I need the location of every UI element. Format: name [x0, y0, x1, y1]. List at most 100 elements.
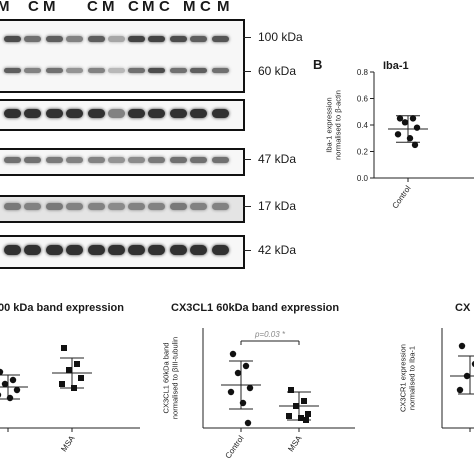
blot-band [88, 157, 105, 163]
blot-band [46, 245, 63, 255]
data-point [240, 400, 246, 406]
data-point [303, 417, 309, 423]
data-point [293, 403, 299, 409]
y-axis-label: CX3CR1 expressionnormalised to Iba-1 [399, 344, 417, 412]
blot-band [108, 203, 125, 210]
lane-label: C [159, 0, 170, 15]
blot-band [66, 109, 83, 118]
significance-label: p=0.03 * [254, 330, 286, 339]
data-point [0, 369, 3, 375]
chart-panel-mid: CX3CL1 60kDa bandnormalised to βIII-tubu… [155, 310, 355, 474]
data-point [459, 343, 465, 349]
blot-band [170, 109, 187, 118]
x-tick-label: MSA [59, 433, 77, 453]
blot-band [148, 203, 165, 210]
chart-panel-left: MSA [0, 310, 150, 474]
data-point [7, 395, 13, 401]
data-point [457, 387, 463, 393]
data-point [61, 345, 67, 351]
blot-band [190, 36, 207, 42]
blot-band [108, 109, 125, 118]
blot-band [212, 109, 229, 118]
mw-tick [243, 71, 251, 72]
y-axis-label: CX3CL1 60kDa bandnormalised to βIII-tubu… [162, 337, 180, 419]
lane-label: M [217, 0, 230, 15]
data-point [464, 373, 470, 379]
blot-band [24, 245, 41, 255]
blot-band [108, 245, 125, 255]
mw-label-17: 17 kDa [258, 199, 296, 213]
data-point [410, 115, 416, 121]
lane-label: C [200, 0, 211, 15]
data-point [245, 420, 251, 426]
data-point [71, 385, 77, 391]
blot-band [212, 157, 229, 163]
blot-band [128, 109, 145, 118]
blot-band [190, 68, 207, 73]
blot-band [46, 157, 63, 163]
blot-band [128, 157, 145, 163]
data-point [402, 119, 408, 125]
blot-band [170, 203, 187, 210]
data-point [395, 131, 401, 137]
blot-band [4, 109, 21, 118]
blot-band [66, 68, 83, 73]
y-tick-label: 0.8 [357, 68, 369, 77]
blot-strip-cx3cl1 [0, 19, 245, 93]
mw-tick [243, 250, 251, 251]
mw-label-42: 42 kDa [258, 243, 296, 257]
blot-band [46, 68, 63, 73]
blot-band [170, 68, 187, 73]
mw-label-100: 100 kDa [258, 30, 303, 44]
lane-label: M [142, 0, 155, 15]
chart-panel-b: 0.0 0.2 0.4 0.6 0.8 Iba-1 expressionnormalise… [310, 60, 474, 250]
data-point [407, 135, 413, 141]
blot-band [24, 109, 41, 118]
blot-band [4, 157, 21, 163]
blot-band [4, 203, 21, 210]
data-point [66, 367, 72, 373]
lane-labels: M C M C M C M C M C M [0, 0, 250, 16]
data-point [0, 392, 1, 398]
data-point [243, 363, 249, 369]
data-point [301, 398, 307, 404]
blot-band [212, 68, 229, 73]
blot-band [212, 203, 229, 210]
data-point [414, 124, 420, 130]
data-point [247, 385, 253, 391]
chart-panel-right: CX3CR1 expressionnormalised to Iba-1 [370, 310, 474, 474]
blot-band [66, 36, 83, 42]
blot-strip-42kda [0, 235, 245, 269]
blot-band [148, 109, 165, 118]
blot-band [190, 245, 207, 255]
data-point [235, 370, 241, 376]
data-point [288, 387, 294, 393]
data-point [228, 389, 234, 395]
blot-band [46, 36, 63, 42]
data-point [305, 411, 311, 417]
mw-label-47: 47 kDa [258, 152, 296, 166]
blot-band [88, 245, 105, 255]
y-tick-label: 0.2 [357, 148, 369, 157]
lane-label: C [128, 0, 139, 15]
blot-strip-tubulin [0, 99, 245, 131]
blot-band [148, 157, 165, 163]
x-tick-label: Control [390, 184, 412, 210]
data-point [59, 381, 65, 387]
blot-band [88, 36, 105, 42]
blot-band [46, 109, 63, 118]
blot-band [88, 109, 105, 118]
blot-band [212, 36, 229, 42]
blot-band [190, 157, 207, 163]
data-point [14, 387, 20, 393]
blot-strip-17kda [0, 195, 245, 223]
blot-band [24, 36, 41, 42]
y-tick-label: 0.0 [357, 174, 369, 183]
mw-tick [243, 206, 251, 207]
blot-band [148, 68, 165, 73]
blot-band [190, 203, 207, 210]
blot-band [148, 36, 165, 42]
blot-band [88, 203, 105, 210]
blot-band [24, 68, 41, 73]
blot-band [66, 203, 83, 210]
